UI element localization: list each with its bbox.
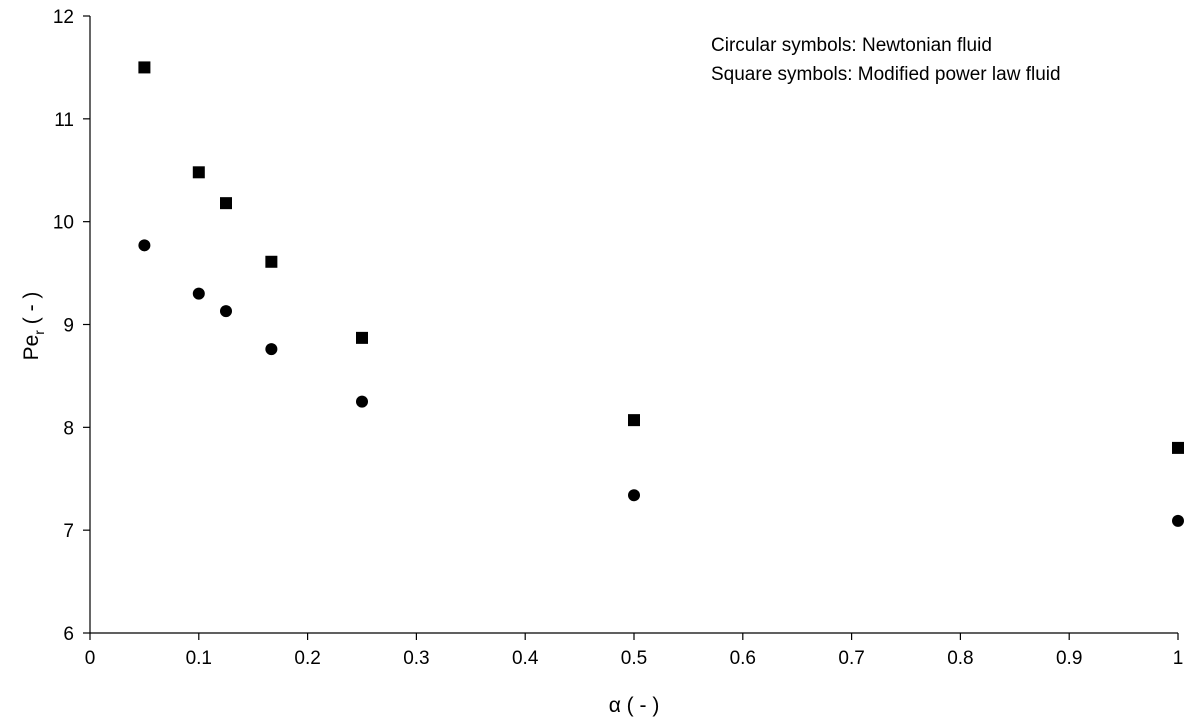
circle-marker bbox=[192, 287, 205, 300]
circle-marker bbox=[1172, 514, 1184, 527]
y-tick-label: 7 bbox=[63, 521, 74, 542]
square-marker bbox=[220, 197, 232, 210]
x-tick-label: 0.5 bbox=[621, 648, 647, 669]
x-tick-label: 0.1 bbox=[186, 648, 212, 669]
square-marker bbox=[1172, 441, 1184, 454]
y-tick-label: 11 bbox=[54, 110, 74, 131]
legend-line-circular: Circular symbols: Newtonian fluid bbox=[711, 35, 992, 56]
x-axis-title: α ( - ) bbox=[609, 694, 660, 717]
square-marker bbox=[628, 414, 640, 427]
circle-marker bbox=[628, 489, 640, 502]
y-axis-ticks: 6 7 8 9 10 11 12 bbox=[53, 7, 90, 645]
x-tick-label: 0.4 bbox=[512, 648, 539, 669]
x-tick-label: 1 bbox=[1173, 648, 1184, 669]
y-tick-label: 6 bbox=[63, 624, 74, 645]
square-marker bbox=[356, 331, 368, 344]
x-tick-label: 0 bbox=[85, 648, 96, 669]
legend-line-square: Square symbols: Modified power law fluid bbox=[711, 64, 1061, 85]
y-tick-label: 9 bbox=[63, 316, 74, 337]
square-marker bbox=[265, 255, 278, 268]
square-marker bbox=[192, 166, 205, 179]
circle-marker bbox=[265, 343, 278, 356]
data-markers bbox=[138, 61, 1184, 527]
x-tick-label: 0.6 bbox=[730, 648, 756, 669]
x-tick-label: 0.2 bbox=[294, 648, 320, 669]
x-tick-label: 0.7 bbox=[838, 648, 864, 669]
x-tick-label: 0.9 bbox=[1056, 648, 1082, 669]
legend-annotation: Circular symbols: Newtonian fluid Square… bbox=[711, 35, 1061, 85]
y-axis-title: Per ( - ) bbox=[20, 292, 47, 361]
y-tick-label: 10 bbox=[53, 213, 74, 234]
y-axis-title-main: Pe bbox=[20, 335, 43, 361]
y-tick-label: 8 bbox=[63, 418, 74, 439]
y-axis-title-subscript: r bbox=[31, 330, 47, 335]
x-axis-ticks: 0 0.1 0.2 0.3 0.4 0.5 0.6 0.7 0.8 0.9 1 bbox=[85, 633, 1184, 669]
circle-marker bbox=[138, 239, 151, 252]
circle-marker bbox=[356, 395, 368, 408]
plot-area: 0 0.1 0.2 0.3 0.4 0.5 0.6 0.7 0.8 0.9 1 6 7 8 9 10 11 12 bbox=[53, 7, 1184, 669]
x-tick-label: 0.3 bbox=[403, 648, 429, 669]
y-tick-label: 12 bbox=[53, 7, 74, 28]
circle-marker bbox=[220, 305, 232, 318]
y-axis-title-suffix: ( - ) bbox=[20, 292, 43, 330]
x-tick-label: 0.8 bbox=[947, 648, 973, 669]
square-marker bbox=[138, 61, 151, 74]
